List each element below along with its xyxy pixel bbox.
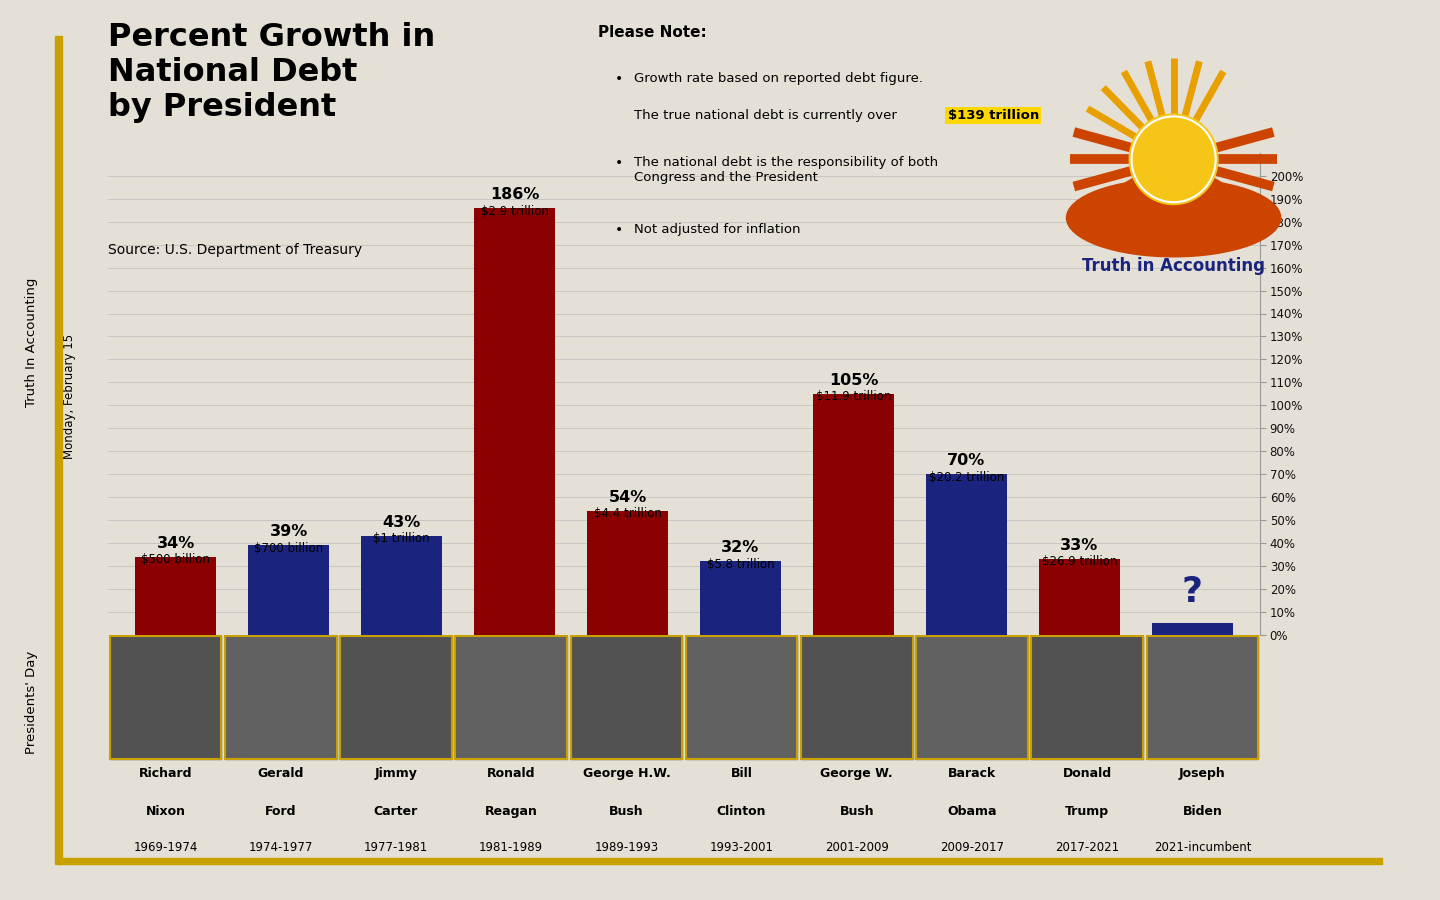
Text: Growth rate based on reported debt figure.: Growth rate based on reported debt figur…	[634, 72, 923, 85]
Text: $1 trillion: $1 trillion	[373, 533, 431, 545]
Text: The national debt is the responsibility of both
Congress and the President: The national debt is the responsibility …	[634, 156, 937, 184]
Bar	[1146, 635, 1259, 760]
Text: •: •	[615, 156, 624, 170]
Text: $500 billion: $500 billion	[141, 554, 210, 566]
Text: Ford: Ford	[265, 806, 297, 818]
Text: 1993-2001: 1993-2001	[710, 842, 773, 854]
Text: Gerald: Gerald	[258, 768, 304, 780]
Bar	[570, 635, 683, 760]
Circle shape	[1132, 116, 1215, 202]
Bar	[109, 635, 222, 760]
Text: Clinton: Clinton	[717, 806, 766, 818]
Text: 1977-1981: 1977-1981	[364, 842, 428, 854]
Text: 1969-1974: 1969-1974	[134, 842, 197, 854]
Text: $139 trillion: $139 trillion	[948, 109, 1038, 122]
Text: 33%: 33%	[1060, 538, 1099, 554]
Bar	[1031, 635, 1143, 760]
Text: Not adjusted for inflation: Not adjusted for inflation	[634, 223, 801, 236]
Text: $2.9 trillion: $2.9 trillion	[481, 204, 549, 218]
Ellipse shape	[1067, 179, 1280, 256]
Bar	[1038, 559, 1120, 634]
Bar	[455, 635, 567, 760]
Text: Barack: Barack	[948, 768, 996, 780]
Text: Obama: Obama	[948, 806, 996, 818]
Bar	[916, 635, 1028, 760]
Bar	[340, 635, 452, 760]
Bar	[58, 858, 1382, 864]
Bar	[1152, 623, 1233, 634]
Text: Richard: Richard	[138, 768, 193, 780]
Bar	[685, 635, 798, 760]
Text: 32%: 32%	[721, 540, 759, 555]
Bar	[685, 635, 798, 760]
Text: Bill: Bill	[730, 768, 753, 780]
Bar	[588, 510, 668, 634]
Bar	[801, 635, 913, 760]
Text: Presidents' Day: Presidents' Day	[24, 651, 39, 753]
Text: Nixon: Nixon	[145, 806, 186, 818]
Bar	[225, 635, 337, 760]
Text: Biden: Biden	[1182, 806, 1223, 818]
Text: 1989-1993: 1989-1993	[595, 842, 658, 854]
Text: Joseph: Joseph	[1179, 768, 1225, 780]
Bar	[1031, 635, 1143, 760]
Text: Truth In Accounting: Truth In Accounting	[24, 277, 39, 407]
Bar	[248, 545, 330, 634]
Text: Please Note:: Please Note:	[598, 25, 707, 40]
Bar	[801, 635, 913, 760]
Text: 43%: 43%	[383, 515, 420, 530]
Text: 186%: 186%	[490, 187, 539, 202]
Text: ?: ?	[1182, 575, 1202, 609]
Bar	[926, 474, 1007, 634]
Bar	[1146, 635, 1259, 760]
Text: 105%: 105%	[829, 373, 878, 388]
Text: Ronald: Ronald	[487, 768, 536, 780]
Bar	[455, 635, 567, 760]
Text: $26.9 trillion: $26.9 trillion	[1041, 555, 1117, 569]
Bar	[474, 208, 556, 634]
Bar	[361, 536, 442, 634]
Text: George W.: George W.	[821, 768, 893, 780]
Text: 1974-1977: 1974-1977	[249, 842, 312, 854]
Text: Percent Growth in
National Debt
by President: Percent Growth in National Debt by Presi…	[108, 22, 435, 122]
Bar	[916, 635, 1028, 760]
Bar	[570, 635, 683, 760]
Text: Monday, February 15: Monday, February 15	[62, 333, 76, 459]
Circle shape	[1129, 114, 1218, 204]
Text: $4.4 trillion: $4.4 trillion	[593, 508, 661, 520]
Bar	[700, 561, 780, 634]
Text: 54%: 54%	[609, 490, 647, 505]
Text: Jimmy: Jimmy	[374, 768, 418, 780]
Text: 1981-1989: 1981-1989	[480, 842, 543, 854]
Text: $5.8 trillion: $5.8 trillion	[707, 558, 775, 571]
Bar	[225, 635, 337, 760]
Bar	[812, 394, 894, 634]
Text: $11.9 trillion: $11.9 trillion	[815, 391, 891, 403]
Text: The true national debt is currently over: The true national debt is currently over	[634, 109, 901, 122]
Text: Carter: Carter	[374, 806, 418, 818]
Text: 2009-2017: 2009-2017	[940, 842, 1004, 854]
Text: 34%: 34%	[157, 536, 194, 551]
Bar	[340, 635, 452, 760]
Text: 2017-2021: 2017-2021	[1056, 842, 1119, 854]
Text: 2021-incumbent: 2021-incumbent	[1153, 842, 1251, 854]
Text: $20.2 trillion: $20.2 trillion	[929, 471, 1004, 483]
Text: Bush: Bush	[840, 806, 874, 818]
Text: 39%: 39%	[269, 525, 308, 539]
Text: Trump: Trump	[1066, 806, 1109, 818]
Text: Truth in Accounting: Truth in Accounting	[1081, 257, 1266, 275]
Text: Reagan: Reagan	[485, 806, 537, 818]
Text: 70%: 70%	[948, 454, 985, 468]
Bar	[109, 635, 222, 760]
Text: Bush: Bush	[609, 806, 644, 818]
Bar	[135, 556, 216, 634]
Text: Donald: Donald	[1063, 768, 1112, 780]
Text: •: •	[615, 72, 624, 86]
Text: $700 billion: $700 billion	[253, 542, 323, 554]
Text: Source: U.S. Department of Treasury: Source: U.S. Department of Treasury	[108, 243, 361, 257]
Text: George H.W.: George H.W.	[583, 768, 670, 780]
Text: 2001-2009: 2001-2009	[825, 842, 888, 854]
Bar	[55, 36, 62, 864]
Text: •: •	[615, 223, 624, 238]
